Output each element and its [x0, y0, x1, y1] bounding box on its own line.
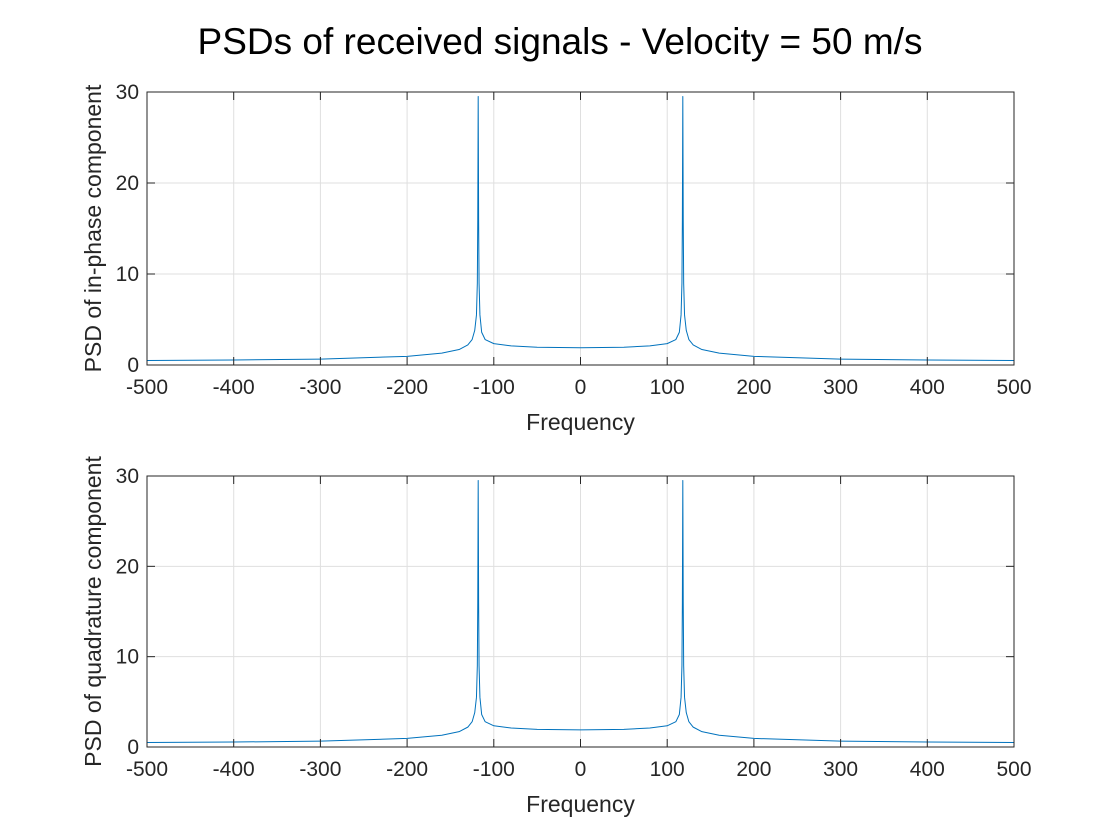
bottom-plot-xtick-label: 300: [823, 758, 858, 781]
bottom-plot-series-line: [146, 480, 1015, 743]
bottom-plot: -500 -400 -300 -200 -100 0 100 200 300 400 500 0 10 2…: [80, 456, 1032, 817]
bottom-plot-xtick-label: -300: [299, 758, 341, 781]
top-plot-xtick-label: -500: [126, 376, 168, 399]
top-plot-x-axis-label: Frequency: [526, 409, 635, 435]
top-plot-series-line: [146, 96, 1015, 361]
bottom-plot-ytick-label: 10: [116, 646, 139, 669]
figure-title: PSDs of received signals - Velocity = 50…: [198, 21, 923, 62]
bottom-plot-xtick-label: 500: [996, 758, 1031, 781]
top-plot-xtick-label: 100: [650, 376, 685, 399]
bottom-plot-xtick-label: -200: [386, 758, 428, 781]
bottom-plot-xtick-label: -500: [126, 758, 168, 781]
top-plot-xtick-label: -100: [473, 376, 515, 399]
top-plot-xtick-label: 200: [736, 376, 771, 399]
bottom-plot-x-axis-label: Frequency: [526, 791, 635, 817]
top-plot-xtick-label: 0: [575, 376, 587, 399]
top-plot-ytick-label: 20: [116, 172, 139, 195]
top-plot-xtick-label: 400: [910, 376, 945, 399]
bottom-plot-xtick-label: 100: [650, 758, 685, 781]
top-plot-xtick-label: 500: [996, 376, 1031, 399]
bottom-plot-y-axis-label: PSD of quadrature component: [80, 456, 106, 767]
bottom-plot-ytick-label: 30: [116, 465, 139, 488]
top-plot-xtick-label: 300: [823, 376, 858, 399]
bottom-plot-xtick-label: -400: [213, 758, 255, 781]
bottom-plot-ytick-label: 20: [116, 555, 139, 578]
top-plot-y-axis-label: PSD of in-phase component: [80, 84, 106, 372]
top-plot-xtick-label: -400: [213, 376, 255, 399]
bottom-plot-xtick-label: 200: [736, 758, 771, 781]
top-plot-xtick-label: -300: [299, 376, 341, 399]
top-plot-xtick-label: -200: [386, 376, 428, 399]
top-plot-ytick-label: 30: [116, 81, 139, 104]
top-plot: -500 -400 -300 -200 -100 0 100 200 300 400 500 0 10 2…: [80, 81, 1032, 435]
bottom-plot-xtick-label: 0: [575, 758, 587, 781]
bottom-plot-xtick-label: 400: [910, 758, 945, 781]
bottom-plot-xtick-label: -100: [473, 758, 515, 781]
top-plot-ytick-label: 10: [116, 263, 139, 286]
bottom-plot-ytick-label: 0: [127, 736, 139, 759]
top-plot-ytick-label: 0: [127, 354, 139, 377]
